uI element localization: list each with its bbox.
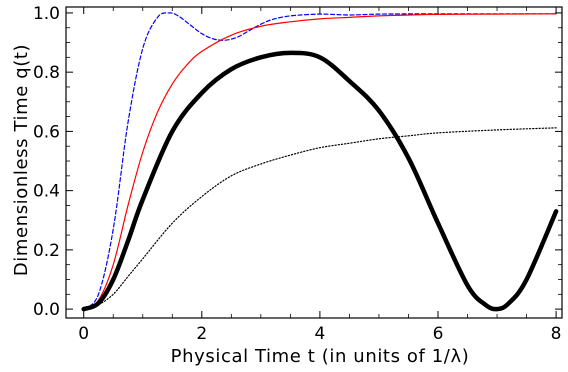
series-line-thick [81,50,559,312]
series-line-dotted [83,127,557,310]
tick-labels: 0 2 4 6 8 0.0 0.2 0.4 0.6 0.8 1.0 [33,4,562,344]
y-tick-label: 0.8 [33,63,60,83]
y-tick-label: 1.0 [33,4,60,24]
series-line-solid [83,13,557,310]
y-tick-label: 0.2 [33,241,60,261]
x-tick-label: 2 [196,324,207,344]
x-tick-label: 0 [78,324,89,344]
x-tick-label: 4 [314,324,325,344]
tick-marks [66,7,562,318]
y-tick-label: 0.0 [33,300,60,320]
x-axis-label: Physical Time t (in units of 1/λ) [171,346,470,367]
y-tick-label: 0.6 [33,122,60,142]
plot-frame [65,6,563,319]
y-tick-label: 0.4 [33,182,60,202]
y-axis-label: Dimensionless Time q(t) [11,44,32,276]
x-tick-label: 8 [551,324,562,344]
series-layer [81,12,559,312]
x-tick-label: 6 [433,324,444,344]
series-line-dashed [83,12,557,310]
